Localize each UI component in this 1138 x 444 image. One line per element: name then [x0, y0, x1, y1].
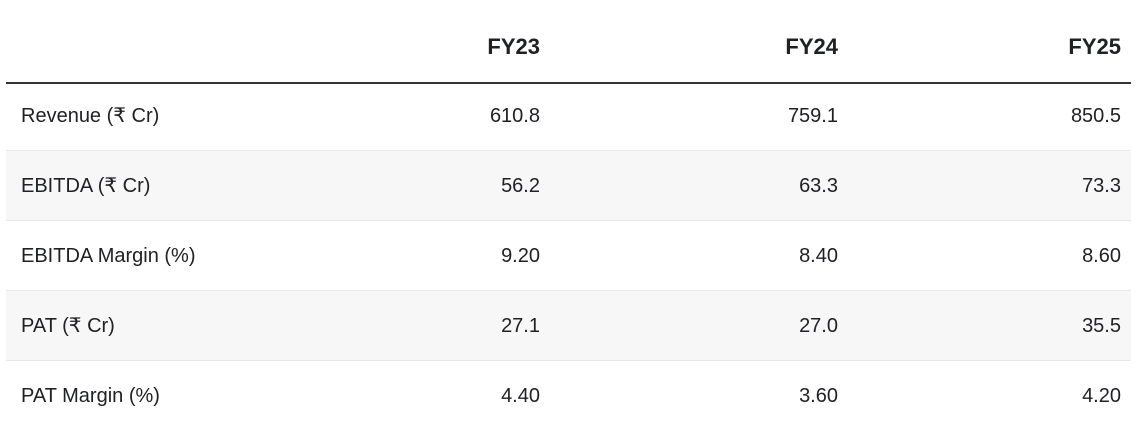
row-value: 63.3 — [799, 175, 838, 197]
row-value: 8.60 — [1082, 245, 1121, 267]
row-value: 3.60 — [799, 385, 838, 407]
row-value: 27.1 — [501, 315, 540, 337]
row-value: 4.20 — [1082, 385, 1121, 407]
row-value: 8.40 — [799, 245, 838, 267]
financials-table: FY23 FY24 FY25 Revenue (₹ Cr) 610.8 759.1 850… — [6, 0, 1131, 430]
row-label: PAT Margin (%) — [21, 385, 160, 407]
row-label: Revenue (₹ Cr) — [21, 105, 160, 127]
header-cell-metric — [6, 0, 250, 83]
row-value: 73.3 — [1082, 175, 1121, 197]
table-row: EBITDA Margin (%) 9.20 8.40 8.60 — [6, 220, 1131, 291]
header-cell-fy24: FY24 — [785, 34, 838, 59]
table-row: PAT Margin (%) 4.40 3.60 4.20 — [6, 360, 1131, 430]
row-value: 9.20 — [501, 245, 540, 267]
header-row: FY23 FY24 FY25 — [6, 0, 1131, 83]
row-value: 610.8 — [489, 105, 540, 127]
row-value: 27.0 — [799, 315, 838, 337]
row-label: PAT (₹ Cr) — [21, 315, 115, 337]
table-row: Revenue (₹ Cr) 610.8 759.1 850.5 — [6, 83, 1131, 151]
table-row: PAT (₹ Cr) 27.1 27.0 35.5 — [6, 290, 1131, 361]
row-value: 35.5 — [1082, 315, 1121, 337]
row-value: 759.1 — [787, 105, 838, 127]
row-value: 4.40 — [501, 385, 540, 407]
row-label: EBITDA (₹ Cr) — [21, 175, 151, 197]
row-value: 56.2 — [501, 175, 540, 197]
row-label: EBITDA Margin (%) — [21, 245, 196, 267]
header-cell-fy25: FY25 — [1068, 34, 1121, 59]
table-row: EBITDA (₹ Cr) 56.2 63.3 73.3 — [6, 150, 1131, 221]
header-cell-fy23: FY23 — [487, 34, 540, 59]
row-value: 850.5 — [1070, 105, 1121, 127]
